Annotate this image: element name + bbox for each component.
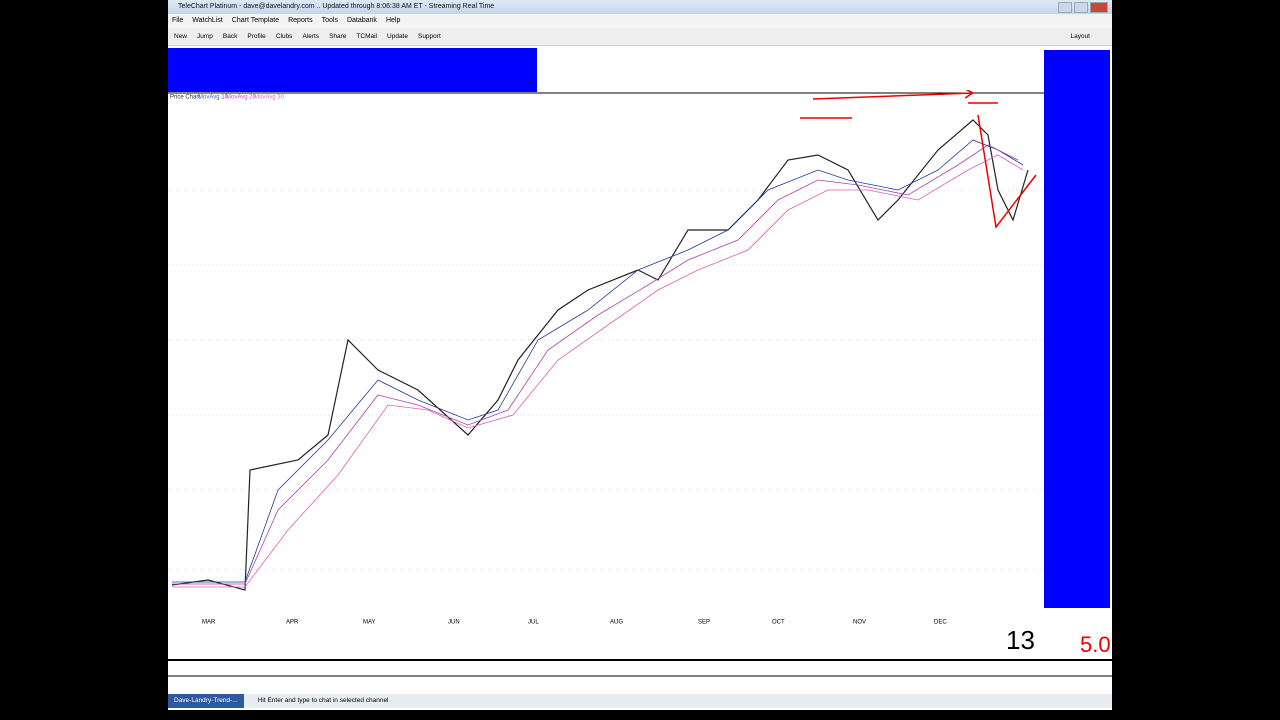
toolbar-button[interactable]: Profile [247,33,266,40]
x-tick-label: DEC [934,620,947,626]
toolbar-button[interactable]: Alerts [302,33,320,40]
grid [168,189,1044,571]
menu-item[interactable]: Help [385,17,401,24]
price-bars [171,119,1029,591]
menu-bar: File WatchList Chart Template Reports Tools D… [168,14,1112,28]
app-window: TeleChart Platinum - dave@davelandry.com… [168,0,1112,710]
legend-item: MovAvg 30 [254,95,285,101]
period-label: 13 [1006,625,1035,655]
window-title: TeleChart Platinum - dave@davelandry.com… [178,3,495,10]
blue-panel [168,48,537,92]
channel-tab[interactable]: Dave-Landry-Trend-... [168,694,244,708]
moving-average-10 [172,139,1024,583]
toolbar-button[interactable]: Update [387,33,408,40]
x-axis: MAR APR MAY JUN JUL AUG SEP OCT NOV DEC [202,620,947,626]
version-label: 5.0 [1080,632,1111,657]
x-tick-label: MAY [363,620,376,626]
close[interactable] [1090,2,1108,13]
menu-item[interactable]: Databank [346,17,377,24]
toolbar-button[interactable]: TCMail [356,33,378,40]
x-tick-label: OCT [772,620,785,626]
status-bar: Dave-Landry-Trend-... Hit Enter and type… [168,694,1112,708]
menu-item[interactable]: File [172,17,184,24]
title-bar: TeleChart Platinum - dave@davelandry.com… [168,0,1112,14]
legend-item: Price Chart [170,95,200,101]
legend-item: MovAvg 10 [198,95,229,101]
status-hint: Hit Enter and type to chat in selected c… [257,697,389,704]
toolbar: Layout New Jump Back Profile Clubs Alerts Shar… [168,28,1112,46]
x-tick-label: JUN [448,620,460,626]
toolbar-button[interactable]: Back [222,33,238,40]
toolbar-button[interactable]: Support [417,33,441,40]
moving-average-20 [172,144,1019,585]
x-tick-label: NOV [853,620,866,626]
x-tick-label: JUL [528,620,539,626]
menu-item[interactable]: Chart Template [231,17,280,24]
x-tick-label: APR [286,620,299,626]
toolbar-button[interactable]: New [174,33,188,40]
toolbar-button[interactable]: Clubs [275,33,293,40]
menu-item[interactable]: WatchList [192,17,223,24]
toolbar-button[interactable]: Jump [197,33,213,40]
minimize[interactable] [1058,2,1072,13]
x-tick-label: AUG [610,620,623,626]
toolbar-button[interactable]: Share [329,33,347,40]
blue-panel [1044,50,1110,608]
menu-item[interactable]: Tools [321,17,338,24]
moving-average-30 [172,154,1024,588]
menu-item[interactable]: Reports [288,17,313,24]
maximize[interactable] [1074,2,1088,13]
x-tick-label: MAR [202,620,216,626]
annotations [800,90,1037,229]
window-controls [1058,2,1108,13]
layout-button[interactable]: Layout [1070,33,1090,40]
legend-item: MovAvg 20 [226,95,257,101]
x-tick-label: SEP [698,620,710,626]
